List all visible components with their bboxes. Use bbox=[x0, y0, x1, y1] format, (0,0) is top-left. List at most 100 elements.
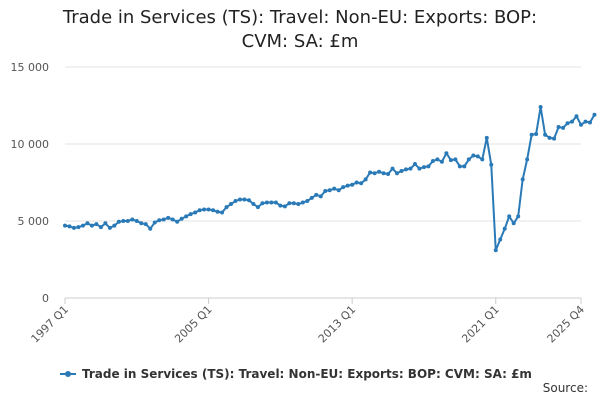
point bbox=[471, 153, 476, 158]
point bbox=[130, 217, 135, 222]
point bbox=[381, 171, 386, 176]
point bbox=[525, 157, 530, 162]
point bbox=[296, 202, 301, 207]
point bbox=[511, 221, 516, 226]
point bbox=[175, 219, 180, 224]
point bbox=[98, 225, 103, 230]
point bbox=[579, 122, 583, 127]
point bbox=[215, 209, 220, 214]
point bbox=[345, 183, 350, 188]
point bbox=[516, 214, 521, 219]
point bbox=[193, 210, 198, 215]
point bbox=[269, 200, 274, 205]
point bbox=[359, 181, 364, 186]
point bbox=[291, 201, 296, 206]
point bbox=[574, 114, 579, 119]
point bbox=[161, 217, 166, 222]
point bbox=[435, 157, 440, 162]
point bbox=[565, 121, 570, 126]
point bbox=[255, 205, 260, 210]
point bbox=[395, 171, 400, 176]
point bbox=[556, 125, 561, 130]
point bbox=[520, 177, 525, 182]
point bbox=[412, 162, 417, 167]
point bbox=[116, 219, 121, 224]
point bbox=[583, 119, 588, 124]
point bbox=[121, 219, 126, 223]
point bbox=[251, 202, 256, 207]
point bbox=[448, 158, 453, 163]
point bbox=[309, 195, 314, 200]
point bbox=[332, 186, 337, 191]
point bbox=[242, 197, 247, 202]
point bbox=[139, 221, 144, 226]
point bbox=[85, 221, 90, 226]
point bbox=[534, 131, 539, 136]
point bbox=[363, 177, 368, 182]
point bbox=[377, 169, 382, 174]
point bbox=[430, 158, 435, 163]
point bbox=[493, 248, 498, 253]
point bbox=[561, 125, 566, 130]
point bbox=[179, 216, 184, 221]
point bbox=[80, 223, 85, 228]
point bbox=[592, 112, 597, 117]
line bbox=[64, 106, 596, 251]
y-tick-label: 10 000 bbox=[11, 138, 50, 151]
point bbox=[457, 164, 462, 169]
point bbox=[341, 185, 346, 190]
point bbox=[390, 166, 395, 171]
point bbox=[498, 237, 503, 242]
point bbox=[587, 120, 592, 125]
point bbox=[188, 212, 193, 217]
point bbox=[547, 135, 552, 140]
source: Source: bbox=[543, 381, 588, 395]
point bbox=[507, 214, 512, 219]
point bbox=[125, 219, 130, 223]
point bbox=[484, 135, 489, 140]
point bbox=[439, 159, 444, 164]
point bbox=[404, 167, 409, 172]
point bbox=[63, 223, 67, 228]
point bbox=[220, 210, 225, 215]
legend-marker bbox=[65, 371, 71, 377]
point bbox=[372, 171, 377, 176]
point bbox=[327, 188, 332, 193]
point bbox=[323, 188, 328, 193]
point bbox=[314, 192, 319, 197]
point bbox=[148, 226, 153, 231]
point bbox=[475, 154, 480, 159]
point bbox=[489, 162, 494, 167]
point bbox=[282, 204, 287, 209]
point bbox=[538, 105, 543, 110]
point bbox=[134, 219, 139, 223]
y-tick-label: 15 000 bbox=[11, 61, 50, 74]
point bbox=[399, 168, 404, 173]
point bbox=[417, 166, 422, 171]
point bbox=[354, 180, 359, 185]
point bbox=[273, 200, 278, 205]
point bbox=[264, 200, 269, 205]
point bbox=[112, 223, 117, 228]
point bbox=[76, 225, 81, 230]
point bbox=[206, 207, 211, 212]
x-tick-label: 2025 Q4 bbox=[545, 303, 588, 346]
point bbox=[529, 132, 534, 137]
point bbox=[502, 226, 507, 231]
point bbox=[426, 164, 431, 169]
point bbox=[552, 136, 557, 141]
point bbox=[278, 203, 283, 208]
y-tick-label: 5 000 bbox=[18, 215, 50, 228]
x-tick-label: 2021 Q1 bbox=[459, 303, 502, 346]
chart-title: Trade in Services (TS): Travel: Non-EU: … bbox=[62, 7, 538, 52]
point bbox=[197, 208, 202, 213]
point bbox=[237, 197, 242, 202]
point bbox=[480, 157, 485, 162]
point bbox=[184, 214, 189, 219]
point bbox=[103, 221, 108, 226]
point bbox=[305, 198, 310, 203]
point bbox=[336, 188, 341, 193]
point bbox=[453, 157, 458, 162]
